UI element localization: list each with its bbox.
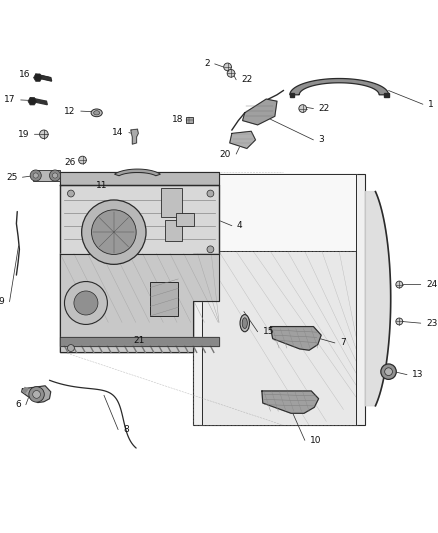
Circle shape	[33, 391, 40, 398]
Text: 17: 17	[4, 95, 15, 104]
Polygon shape	[365, 191, 391, 406]
Circle shape	[396, 318, 403, 325]
Polygon shape	[22, 387, 28, 393]
Text: 21: 21	[133, 336, 144, 345]
Polygon shape	[193, 174, 365, 425]
Bar	[161, 188, 182, 217]
Text: 19: 19	[18, 130, 29, 139]
Circle shape	[299, 104, 307, 112]
Polygon shape	[131, 129, 138, 144]
Circle shape	[67, 345, 74, 351]
Text: 23: 23	[426, 319, 437, 328]
Text: 8: 8	[123, 425, 129, 434]
Circle shape	[207, 246, 214, 253]
Bar	[186, 117, 193, 123]
Circle shape	[227, 69, 235, 77]
Circle shape	[92, 210, 136, 254]
Text: 11: 11	[96, 181, 107, 190]
Polygon shape	[30, 98, 47, 104]
Text: 14: 14	[112, 128, 124, 137]
Text: 26: 26	[64, 158, 76, 167]
Text: 25: 25	[6, 173, 17, 182]
Circle shape	[81, 200, 146, 264]
Text: 24: 24	[426, 280, 437, 289]
Circle shape	[64, 281, 107, 325]
Circle shape	[385, 368, 392, 376]
Text: 9: 9	[0, 297, 4, 306]
Text: 2: 2	[204, 59, 209, 68]
Text: 20: 20	[219, 150, 231, 158]
Text: 3: 3	[318, 135, 324, 144]
Text: 16: 16	[19, 70, 30, 79]
Polygon shape	[290, 93, 294, 97]
Bar	[176, 213, 194, 225]
Polygon shape	[384, 93, 389, 97]
Text: 22: 22	[241, 75, 253, 84]
Text: 13: 13	[412, 370, 424, 379]
Text: 7: 7	[340, 338, 346, 348]
Circle shape	[29, 386, 44, 402]
Polygon shape	[21, 386, 51, 402]
Polygon shape	[271, 327, 321, 350]
Polygon shape	[60, 254, 219, 352]
Circle shape	[381, 364, 396, 379]
Polygon shape	[230, 131, 255, 149]
Text: 6: 6	[15, 400, 21, 409]
Text: 15: 15	[263, 327, 274, 336]
Bar	[166, 220, 182, 241]
Polygon shape	[290, 78, 389, 95]
Circle shape	[39, 130, 48, 139]
Text: 4: 4	[237, 221, 243, 230]
Text: 22: 22	[318, 104, 330, 113]
Polygon shape	[262, 391, 318, 413]
Bar	[33, 171, 60, 181]
Ellipse shape	[94, 111, 100, 115]
Polygon shape	[60, 185, 219, 352]
Circle shape	[224, 63, 231, 71]
Circle shape	[207, 190, 214, 197]
Text: 18: 18	[172, 115, 184, 124]
Polygon shape	[114, 169, 160, 176]
Circle shape	[67, 190, 74, 197]
Polygon shape	[60, 337, 219, 346]
Circle shape	[79, 156, 86, 164]
Polygon shape	[60, 172, 219, 185]
Circle shape	[33, 173, 38, 178]
Ellipse shape	[91, 109, 102, 117]
Circle shape	[74, 291, 98, 315]
Text: 12: 12	[64, 107, 76, 116]
Circle shape	[49, 170, 60, 181]
Polygon shape	[202, 252, 357, 425]
Circle shape	[30, 170, 41, 181]
Text: 1: 1	[428, 100, 434, 109]
Circle shape	[396, 281, 403, 288]
Circle shape	[53, 173, 58, 178]
Text: 10: 10	[310, 436, 321, 445]
Polygon shape	[36, 74, 52, 81]
Ellipse shape	[240, 314, 250, 332]
Bar	[150, 281, 178, 316]
Polygon shape	[202, 174, 357, 252]
Polygon shape	[243, 99, 277, 125]
Ellipse shape	[242, 318, 247, 328]
